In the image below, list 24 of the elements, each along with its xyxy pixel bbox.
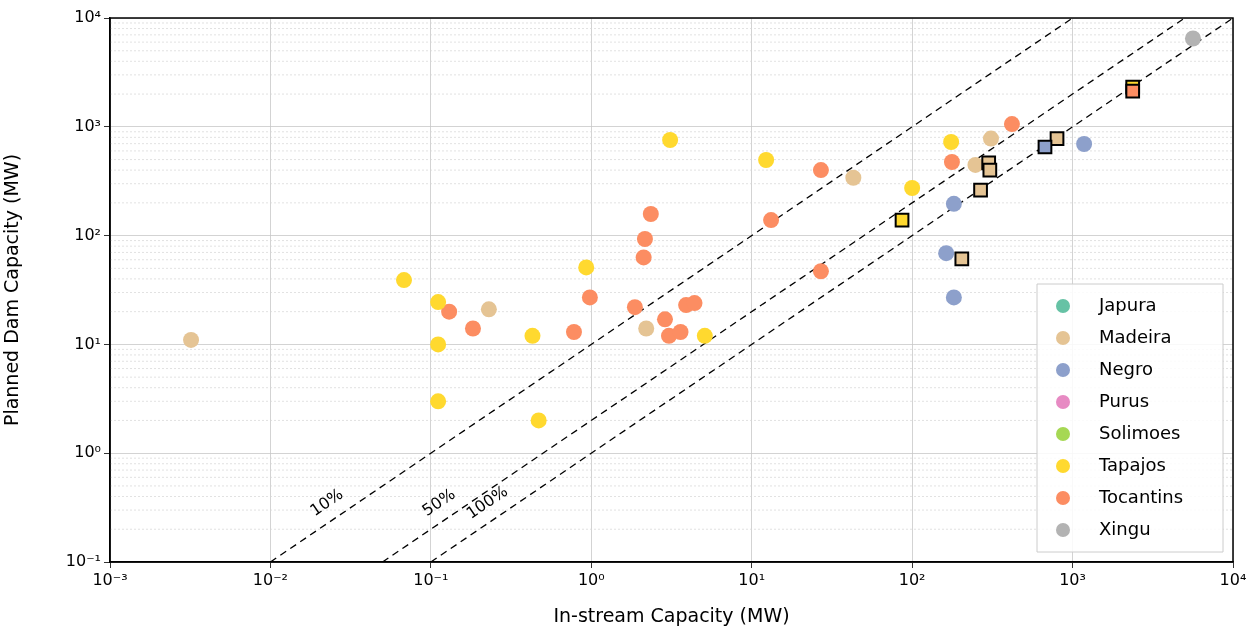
y-tick-label: 10⁻¹ [65, 551, 101, 571]
legend-label: Tapajos [1098, 453, 1166, 475]
x-tick-label: 10³ [1059, 569, 1086, 589]
x-tick-label: 10² [898, 569, 926, 589]
legend-label: Negro [1099, 357, 1153, 379]
x-tick-label: 10⁰ [577, 569, 605, 589]
x-tick-label: 10⁻² [252, 569, 289, 589]
legend-label: Tocantins [1098, 485, 1184, 507]
y-tick-label: 10² [74, 224, 101, 244]
x-axis-title: In-stream Capacity (MW) [553, 603, 790, 626]
x-tick-label: 10⁻¹ [413, 569, 449, 589]
x-tick-label: 10¹ [738, 569, 766, 589]
y-tick-label: 10¹ [74, 333, 101, 353]
y-tick-label: 10⁴ [74, 7, 101, 27]
legend-label: Purus [1099, 389, 1150, 411]
y-axis-title: Planned Dam Capacity (MW) [0, 153, 23, 427]
x-tick-label: 10⁴ [1219, 569, 1247, 589]
x-tick-label: 10⁻³ [92, 569, 128, 589]
legend-label: Madeira [1099, 325, 1172, 347]
legend-label: Japura [1098, 293, 1157, 315]
legend-label: Solimoes [1099, 421, 1181, 443]
legend-label: Xingu [1099, 517, 1151, 539]
y-tick-label: 10³ [74, 115, 101, 135]
y-tick-label: 10⁰ [74, 442, 101, 462]
